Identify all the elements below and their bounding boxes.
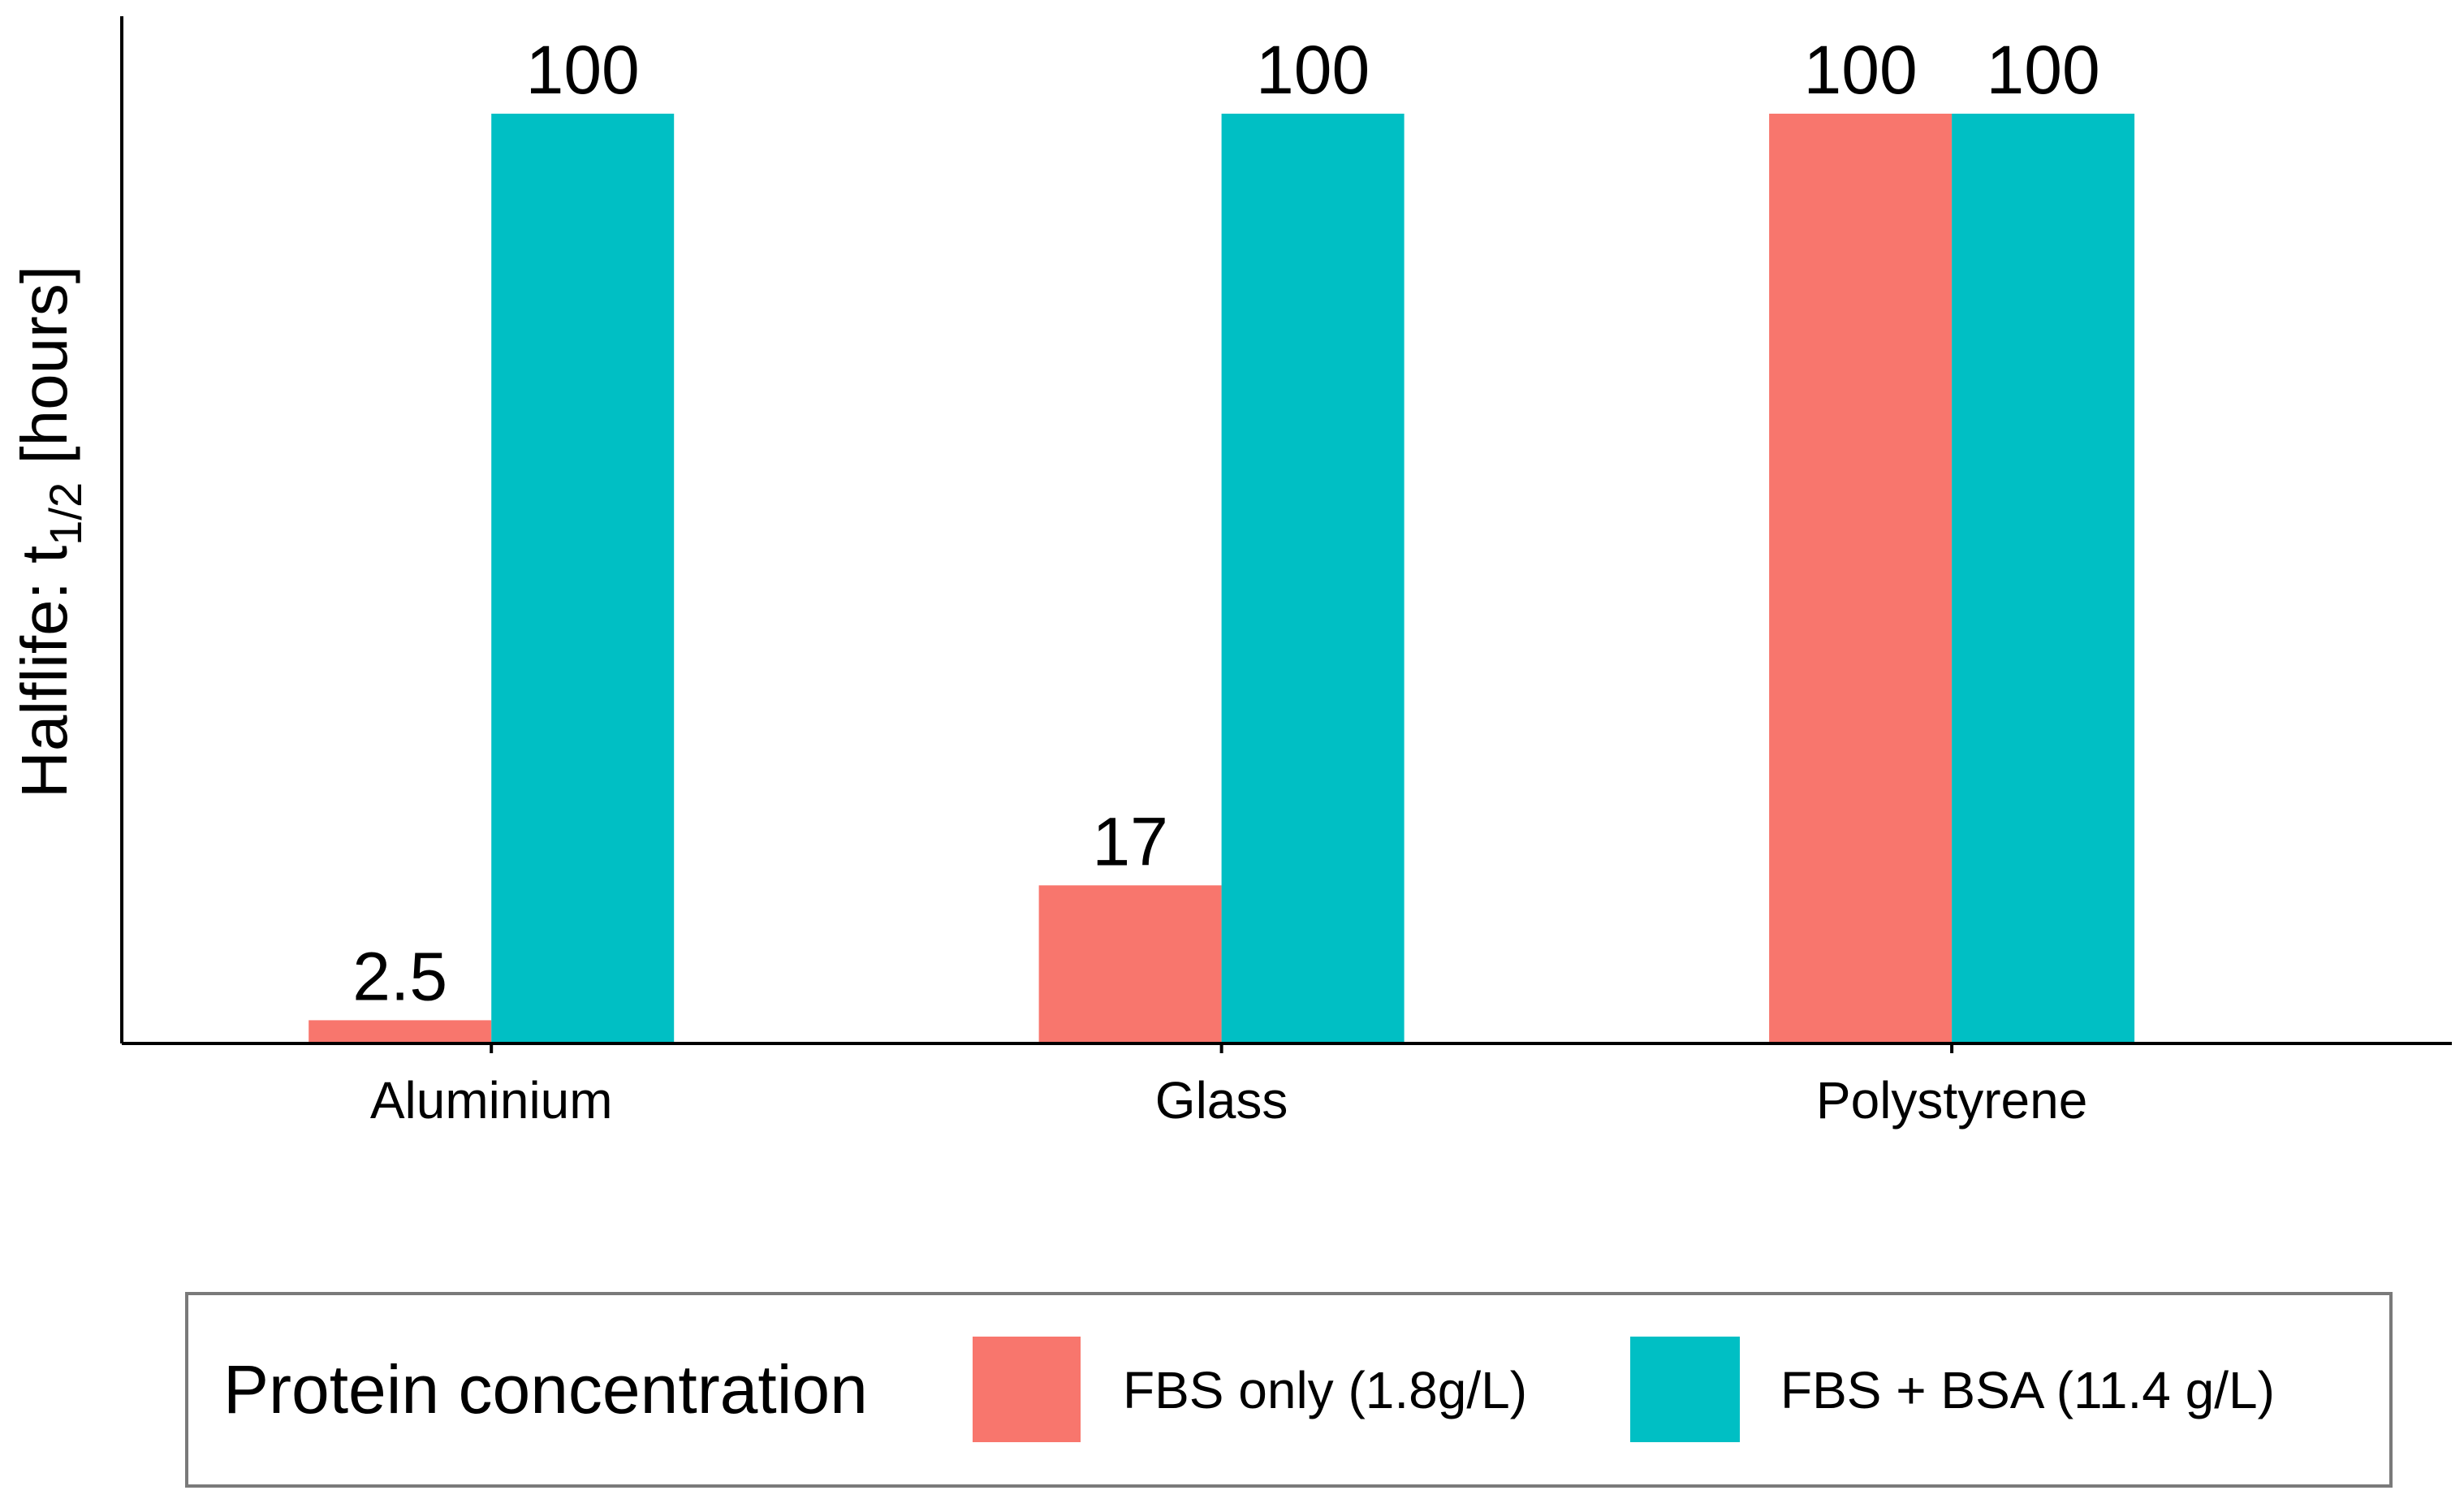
y-axis-title: Halflife: t1/2 [hours] [8,266,91,798]
legend-label-fbs-only: FBS only (1.8g/L) [1123,1361,1527,1419]
legend-box [185,1292,2393,1488]
bars [309,114,2135,1043]
legend-title: Protein concentration [223,1351,868,1428]
x-tick-label-aluminium: Aluminium [370,1071,613,1130]
legend-swatch-fbs-only [973,1337,1081,1442]
x-axis-ticks: Aluminium Glass Polystyrene [370,1043,2087,1130]
legend-label-fbs-bsa: FBS + BSA (11.4 g/L) [1780,1361,2275,1419]
x-tick-label-glass: Glass [1155,1071,1288,1130]
bar-aluminium-series-1 [491,114,675,1043]
value-label-polystyrene-series-1: 100 [1987,32,2100,108]
value-label-glass-series-1: 100 [1256,32,1370,108]
bar-glass-series-0 [1038,885,1222,1043]
value-label-aluminium-series-0: 2.5 [352,938,447,1014]
bar-value-labels: 2.5 100 17 100 100 100 [352,32,2099,1014]
value-label-glass-series-0: 17 [1092,803,1167,879]
value-label-polystyrene-series-0: 100 [1804,32,1918,108]
value-label-aluminium-series-1: 100 [526,32,640,108]
bar-aluminium-series-0 [309,1020,492,1043]
x-tick-label-polystyrene: Polystyrene [1816,1071,2087,1130]
legend: Protein concentration FBS only (1.8g/L) … [185,1292,2393,1488]
bar-glass-series-1 [1221,114,1405,1043]
bar-polystyrene-series-0 [1769,114,1953,1043]
legend-swatch-fbs-bsa [1630,1337,1740,1442]
bar-polystyrene-series-1 [1952,114,2135,1043]
